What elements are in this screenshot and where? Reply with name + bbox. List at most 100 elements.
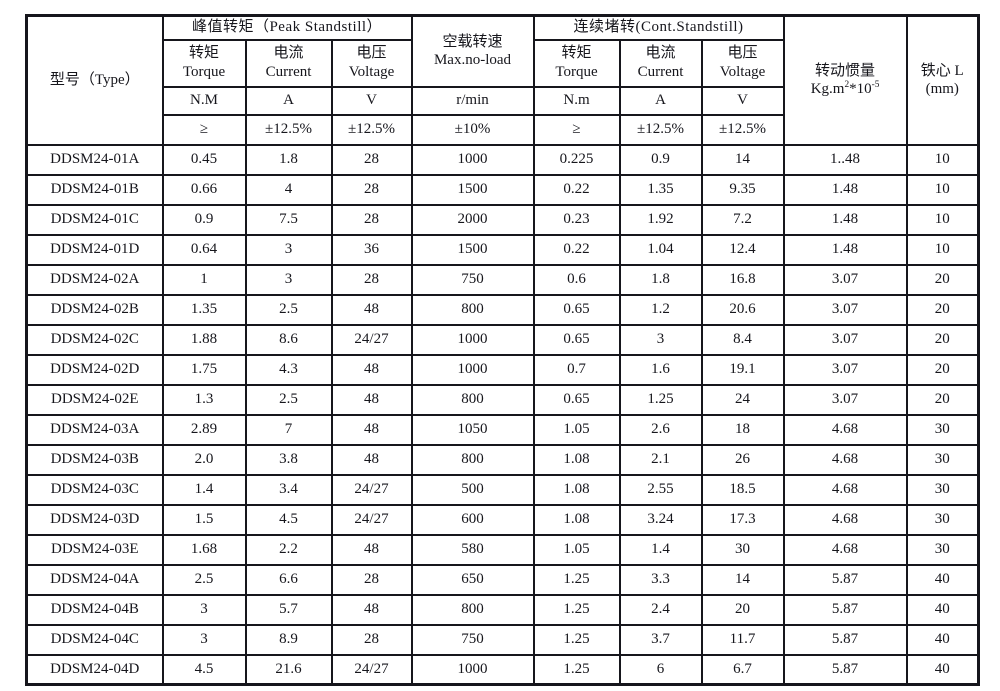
cell-peak-voltage: 48: [330, 383, 413, 416]
cell-max-noload: 800: [410, 593, 535, 626]
cell-peak-current: 1.8: [244, 143, 333, 176]
cell-peak-torque: 1.35: [161, 293, 247, 326]
cell-core-length: 40: [905, 623, 980, 656]
table-header: 型号（Type） 峰值转矩（Peak Standstill） 空载转速 Max.…: [25, 14, 980, 146]
cell-type: DDSM24-04C: [25, 623, 164, 656]
table-row: DDSM24-01D 0.64 3 36 1500 0.22 1.04 12.4 1.48 10: [25, 233, 980, 266]
cell-cont-current: 3.3: [618, 563, 703, 596]
cell-peak-current: 7.5: [244, 203, 333, 236]
header-cont-torque: 转矩 Torque: [532, 38, 621, 88]
cell-peak-voltage: 28: [330, 203, 413, 236]
header-noload-en: Max.no-load: [433, 52, 512, 69]
cell-core-length: 10: [905, 233, 980, 266]
cell-peak-voltage: 48: [330, 353, 413, 386]
table-row: DDSM24-03A 2.89 7 48 1050 1.05 2.6 18 4.68 30: [25, 413, 980, 446]
cell-peak-voltage: 48: [330, 443, 413, 476]
cell-cont-current: 2.6: [618, 413, 703, 446]
unit-peak-voltage: V: [330, 85, 413, 116]
cell-type: DDSM24-03A: [25, 413, 164, 446]
tol-peak-torque: ≥: [161, 113, 247, 146]
cell-cont-current: 3.7: [618, 623, 703, 656]
cell-cont-torque: 1.25: [532, 623, 621, 656]
header-cont-group: 连续堵转(Cont.Standstill): [532, 14, 785, 41]
unit-peak-torque: N.M: [161, 85, 247, 116]
cell-cont-voltage: 14: [700, 143, 785, 176]
cell-peak-voltage: 24/27: [330, 473, 413, 506]
cell-core-length: 20: [905, 353, 980, 386]
cell-peak-voltage: 28: [330, 173, 413, 206]
cell-cont-voltage: 6.7: [700, 653, 785, 686]
table-row: DDSM24-01B 0.66 4 28 1500 0.22 1.35 9.35 1.48 10: [25, 173, 980, 206]
cell-peak-current: 6.6: [244, 563, 333, 596]
cell-cont-current: 2.1: [618, 443, 703, 476]
cell-cont-torque: 1.08: [532, 473, 621, 506]
cell-peak-current: 7: [244, 413, 333, 446]
cell-type: DDSM24-02B: [25, 293, 164, 326]
header-core-length: 铁心 L (mm): [905, 14, 980, 146]
table-row: DDSM24-03B 2.0 3.8 48 800 1.08 2.1 26 4.68 30: [25, 443, 980, 476]
cell-inertia: 3.07: [782, 353, 908, 386]
cell-peak-current: 3: [244, 233, 333, 266]
cell-cont-voltage: 20.6: [700, 293, 785, 326]
cell-cont-voltage: 11.7: [700, 623, 785, 656]
header-inertia-zh: 转动惯量: [815, 62, 876, 79]
cell-inertia: 5.87: [782, 593, 908, 626]
cell-core-length: 40: [905, 563, 980, 596]
cell-max-noload: 750: [410, 623, 535, 656]
cell-peak-voltage: 28: [330, 263, 413, 296]
cell-inertia: 4.68: [782, 443, 908, 476]
cell-type: DDSM24-03E: [25, 533, 164, 566]
cell-type: DDSM24-03B: [25, 443, 164, 476]
cell-inertia: 4.68: [782, 413, 908, 446]
cell-core-length: 40: [905, 593, 980, 626]
cell-peak-torque: 1: [161, 263, 247, 296]
cell-core-length: 10: [905, 173, 980, 206]
tol-peak-current: ±12.5%: [244, 113, 333, 146]
header-max-noload: 空载转速 Max.no-load: [410, 14, 535, 88]
unit-noload: r/min: [410, 85, 535, 116]
tol-peak-voltage: ±12.5%: [330, 113, 413, 146]
cell-cont-voltage: 7.2: [700, 203, 785, 236]
cell-max-noload: 500: [410, 473, 535, 506]
header-type-label: 型号（Type）: [49, 71, 140, 88]
cell-core-length: 40: [905, 653, 980, 686]
cell-cont-current: 1.8: [618, 263, 703, 296]
header-peak-voltage: 电压 Voltage: [330, 38, 413, 88]
header-peak-group: 峰值转矩（Peak Standstill）: [161, 14, 413, 41]
header-cont-voltage: 电压 Voltage: [700, 38, 785, 88]
cell-peak-torque: 1.3: [161, 383, 247, 416]
cell-cont-torque: 1.05: [532, 413, 621, 446]
cell-core-length: 30: [905, 413, 980, 446]
cell-inertia: 5.87: [782, 563, 908, 596]
cell-type: DDSM24-01B: [25, 173, 164, 206]
cell-peak-torque: 0.64: [161, 233, 247, 266]
cell-cont-voltage: 18: [700, 413, 785, 446]
cell-peak-torque: 4.5: [161, 653, 247, 686]
cell-max-noload: 1500: [410, 173, 535, 206]
cell-type: DDSM24-01D: [25, 233, 164, 266]
cell-peak-torque: 2.89: [161, 413, 247, 446]
cell-type: DDSM24-04D: [25, 653, 164, 686]
cell-peak-current: 4.5: [244, 503, 333, 536]
cell-core-length: 30: [905, 533, 980, 566]
cell-peak-voltage: 28: [330, 143, 413, 176]
cell-cont-voltage: 16.8: [700, 263, 785, 296]
cell-cont-torque: 1.05: [532, 533, 621, 566]
cell-cont-torque: 1.25: [532, 563, 621, 596]
cell-cont-current: 1.6: [618, 353, 703, 386]
cell-inertia: 4.68: [782, 533, 908, 566]
cell-cont-current: 1.25: [618, 383, 703, 416]
cell-type: DDSM24-03C: [25, 473, 164, 506]
table-row: DDSM24-03C 1.4 3.4 24/27 500 1.08 2.55 18.5 4.68…: [25, 473, 980, 506]
table-row: DDSM24-04C 3 8.9 28 750 1.25 3.7 11.7 5.87 40: [25, 623, 980, 656]
cell-cont-torque: 1.25: [532, 593, 621, 626]
cell-inertia: 3.07: [782, 383, 908, 416]
cell-peak-voltage: 24/27: [330, 503, 413, 536]
cell-max-noload: 1050: [410, 413, 535, 446]
cell-cont-voltage: 20: [700, 593, 785, 626]
cell-inertia: 1.48: [782, 173, 908, 206]
tol-cont-voltage: ±12.5%: [700, 113, 785, 146]
cell-peak-torque: 0.45: [161, 143, 247, 176]
cell-max-noload: 1000: [410, 323, 535, 356]
cell-type: DDSM24-02C: [25, 323, 164, 356]
